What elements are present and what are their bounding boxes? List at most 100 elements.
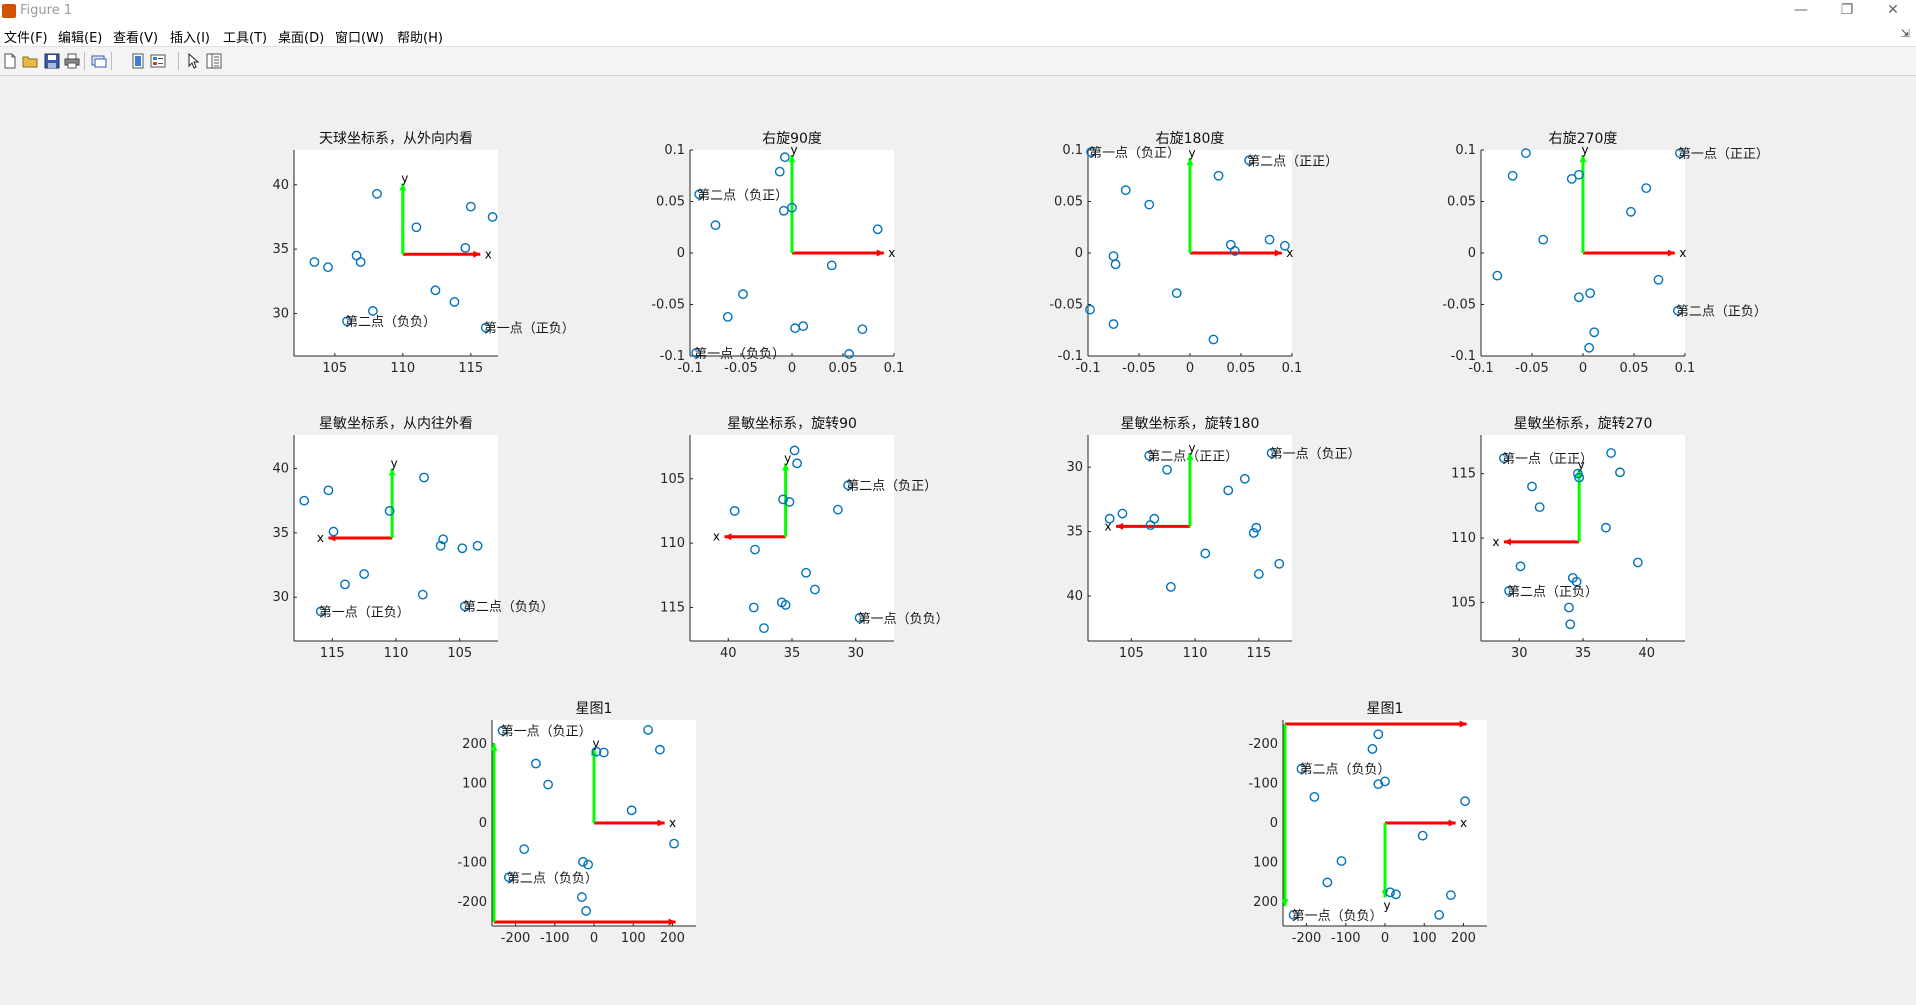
close-button[interactable]: ✕ bbox=[1887, 2, 1899, 18]
data-point[interactable] bbox=[342, 316, 352, 327]
data-point[interactable] bbox=[1223, 485, 1234, 496]
data-point[interactable] bbox=[691, 348, 702, 358]
data-point[interactable] bbox=[826, 260, 837, 271]
data-point[interactable] bbox=[309, 257, 320, 267]
data-point[interactable] bbox=[598, 747, 609, 758]
data-point[interactable] bbox=[722, 311, 733, 322]
data-point[interactable] bbox=[460, 242, 471, 253]
data-point[interactable] bbox=[759, 623, 769, 634]
data-point[interactable] bbox=[789, 445, 800, 456]
data-point[interactable] bbox=[643, 725, 654, 735]
new-figure-icon[interactable] bbox=[2, 53, 18, 69]
data-point[interactable] bbox=[1675, 148, 1685, 158]
data-point[interactable] bbox=[1239, 473, 1250, 484]
data-point[interactable] bbox=[323, 262, 333, 273]
data-point[interactable] bbox=[1615, 467, 1625, 478]
pointer-icon[interactable] bbox=[186, 53, 202, 69]
chart-rotate-90[interactable]: 右旋90度 -0.1 -0.05 0 0.05 0.1 -0.1 -0.05 0 0.05 0.1 x… bbox=[651, 131, 904, 376]
data-point[interactable] bbox=[1653, 274, 1664, 285]
chart-rotate-180[interactable]: 右旋180度 -0.1 -0.05 0 0.05 0.1 -0.1 -0.05 0 0.05 0.1… bbox=[1049, 131, 1338, 376]
data-point[interactable] bbox=[1104, 513, 1115, 524]
chart-rotate-270[interactable]: 右旋270度 -0.1 -0.05 0 0.05 0.1 -0.1 -0.05 0 0.05 0.1… bbox=[1442, 131, 1769, 376]
data-point[interactable] bbox=[1279, 240, 1290, 251]
data-point[interactable] bbox=[1520, 148, 1531, 158]
data-point[interactable] bbox=[738, 289, 748, 300]
data-point[interactable] bbox=[497, 725, 508, 736]
data-point[interactable] bbox=[1589, 327, 1600, 338]
data-point[interactable] bbox=[872, 224, 883, 235]
data-point[interactable] bbox=[1251, 522, 1262, 533]
data-point[interactable] bbox=[419, 472, 429, 483]
data-point[interactable] bbox=[1626, 206, 1636, 217]
print-icon[interactable] bbox=[64, 53, 80, 69]
menu-help[interactable]: 帮助(H) bbox=[397, 31, 443, 46]
data-point[interactable] bbox=[430, 285, 441, 296]
data-point[interactable] bbox=[1367, 744, 1378, 754]
data-point[interactable] bbox=[1507, 170, 1518, 181]
data-point[interactable] bbox=[843, 480, 853, 491]
data-point[interactable] bbox=[776, 597, 787, 608]
data-point[interactable] bbox=[1574, 472, 1585, 483]
data-point[interactable] bbox=[1288, 910, 1299, 920]
data-point[interactable] bbox=[1446, 890, 1456, 900]
data-point[interactable] bbox=[1336, 856, 1347, 866]
data-point[interactable] bbox=[1200, 548, 1211, 559]
data-point[interactable] bbox=[1499, 453, 1509, 464]
data-point[interactable] bbox=[1264, 234, 1275, 245]
restore-button[interactable]: ❐ bbox=[1840, 2, 1854, 18]
data-point[interactable] bbox=[1208, 334, 1219, 345]
property-inspector-icon[interactable] bbox=[206, 53, 222, 69]
open-file-icon[interactable] bbox=[22, 53, 38, 69]
data-point[interactable] bbox=[857, 324, 868, 335]
data-point[interactable] bbox=[315, 606, 326, 617]
data-point[interactable] bbox=[1086, 147, 1096, 157]
data-point[interactable] bbox=[328, 526, 339, 537]
data-point[interactable] bbox=[1515, 561, 1526, 572]
data-point[interactable] bbox=[1606, 448, 1616, 458]
data-point[interactable] bbox=[578, 856, 588, 867]
data-point[interactable] bbox=[1641, 183, 1652, 194]
data-point[interactable] bbox=[438, 534, 449, 545]
data-point[interactable] bbox=[779, 152, 790, 163]
data-point[interactable] bbox=[372, 188, 382, 199]
data-point[interactable] bbox=[487, 212, 498, 222]
data-point[interactable] bbox=[1571, 576, 1582, 587]
data-point[interactable] bbox=[1248, 527, 1259, 538]
data-point[interactable] bbox=[1108, 319, 1119, 329]
data-point[interactable] bbox=[1504, 585, 1514, 596]
insert-legend-icon[interactable] bbox=[150, 53, 166, 69]
data-point[interactable] bbox=[480, 322, 491, 333]
data-point[interactable] bbox=[1391, 889, 1401, 900]
data-point[interactable] bbox=[531, 758, 541, 769]
data-point[interactable] bbox=[1117, 508, 1128, 519]
data-point[interactable] bbox=[1538, 234, 1549, 245]
data-point[interactable] bbox=[384, 506, 395, 516]
data-point[interactable] bbox=[1149, 513, 1160, 524]
data-point[interactable] bbox=[1492, 270, 1503, 281]
data-point[interactable] bbox=[1165, 582, 1176, 592]
data-point[interactable] bbox=[1574, 169, 1584, 180]
data-point[interactable] bbox=[1144, 450, 1155, 461]
data-point[interactable] bbox=[1110, 259, 1121, 270]
menu-insert[interactable]: 插入(I) bbox=[170, 31, 210, 46]
data-point[interactable] bbox=[1085, 304, 1095, 315]
data-point[interactable] bbox=[1244, 155, 1255, 166]
data-point[interactable] bbox=[472, 540, 483, 551]
data-point[interactable] bbox=[1309, 791, 1320, 802]
data-point[interactable] bbox=[449, 297, 460, 307]
data-point[interactable] bbox=[367, 306, 378, 316]
data-point[interactable] bbox=[1162, 464, 1172, 475]
insert-colorbar-icon[interactable] bbox=[130, 53, 146, 69]
data-point[interactable] bbox=[1566, 173, 1577, 184]
chart-star-map-1-left[interactable]: 星图1 -200 -100 0 100 200 -200 -100 0 100 200 x y第一点（负… bbox=[457, 701, 696, 946]
save-icon[interactable] bbox=[44, 53, 60, 69]
data-point[interactable] bbox=[411, 222, 422, 233]
data-point[interactable] bbox=[655, 744, 665, 755]
data-point[interactable] bbox=[694, 189, 705, 200]
data-point[interactable] bbox=[748, 602, 759, 613]
data-point[interactable] bbox=[359, 569, 370, 579]
data-point[interactable] bbox=[299, 495, 310, 506]
data-point[interactable] bbox=[1253, 569, 1264, 579]
data-point[interactable] bbox=[1120, 185, 1131, 196]
